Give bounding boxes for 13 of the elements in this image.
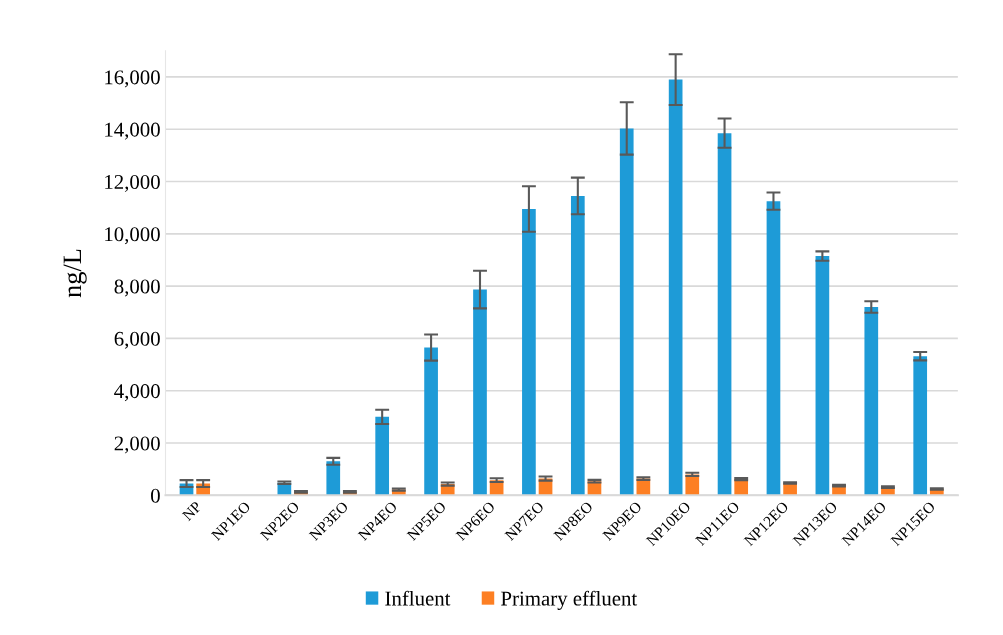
y-tick-label: 8,000	[114, 279, 160, 297]
y-tick-label: 0	[151, 488, 160, 503]
legend-label: Primary effluent	[501, 590, 638, 610]
y-axis-title: ng/L	[63, 249, 87, 298]
legend-label: Influent	[385, 590, 451, 606]
y-tick-label: 12,000	[105, 174, 160, 192]
y-tick-label: 4,000	[114, 384, 160, 402]
y-tick-label: 10,000	[105, 227, 160, 245]
y-tick-label: 6,000	[114, 331, 160, 349]
x-tick-label: NP	[181, 501, 202, 522]
y-tick-label: 16,000	[105, 70, 160, 88]
y-tick-label: 14,000	[105, 122, 160, 140]
y-tick-label: 2,000	[114, 436, 160, 454]
